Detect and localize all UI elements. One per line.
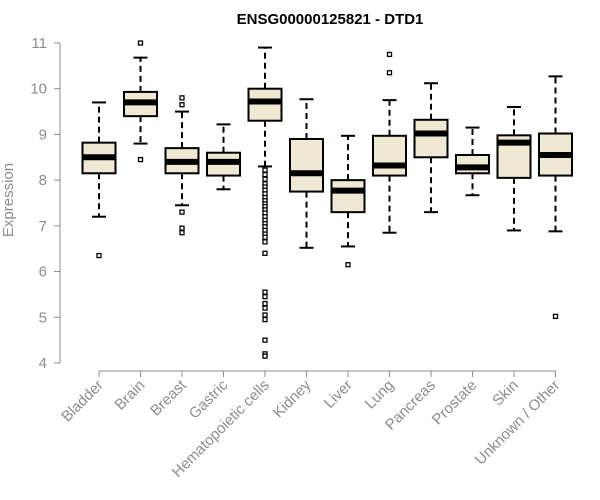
outlier-point [137, 156, 144, 163]
x-tick-label: Lung [362, 377, 398, 413]
box-group [206, 123, 241, 191]
outlier-point [179, 95, 185, 101]
y-tick-label: 8 [39, 172, 47, 189]
y-tick-label: 6 [39, 264, 47, 281]
outlier-point [262, 239, 268, 245]
box-iqr [455, 154, 490, 175]
box-group [247, 46, 283, 359]
x-tick-label: Kidney [270, 376, 315, 421]
box-group [413, 82, 449, 214]
box-group [81, 101, 117, 259]
outlier-point [179, 209, 185, 215]
outlier-point [262, 312, 268, 318]
x-tick-label: Skin [489, 377, 522, 410]
box-group [289, 98, 324, 249]
outlier-point [179, 102, 185, 108]
outlier-point [262, 353, 268, 359]
chart-title: ENSG00000125821 - DTD1 [237, 11, 424, 28]
outlier-point [262, 289, 268, 295]
box-iqr [372, 134, 407, 177]
x-tick-label: Brain [112, 377, 149, 414]
box-iqr [289, 138, 324, 193]
x-tick-label: Breast [147, 376, 190, 419]
box-group [496, 106, 532, 232]
outlier-point [262, 234, 268, 240]
y-tick-label: 9 [39, 126, 47, 143]
box-group [538, 75, 573, 320]
outlier-point [262, 294, 268, 300]
outlier-point [262, 316, 268, 323]
outlier-point [262, 172, 268, 178]
box-group [330, 134, 366, 268]
y-axis-label: Expression [0, 163, 17, 237]
x-tick-label: Prostate [429, 377, 481, 429]
outlier-point [262, 337, 268, 343]
box-group [372, 51, 407, 234]
y-axis: 4 5 6 7 8 9 10 11 [30, 35, 61, 372]
outlier-point [262, 300, 268, 307]
box-group [123, 40, 158, 163]
outlier-point [386, 70, 393, 76]
box-iqr [330, 179, 366, 214]
y-tick-label: 10 [30, 81, 47, 98]
y-tick-label: 11 [31, 35, 47, 52]
outlier-point [552, 313, 559, 320]
outlier-point [262, 305, 268, 311]
y-tick-label: 4 [39, 355, 47, 372]
box-iqr [413, 118, 449, 159]
y-tick-label: 7 [39, 218, 47, 235]
outlier-point [386, 51, 393, 58]
plot-area [81, 40, 573, 359]
outlier-point [179, 230, 185, 236]
outlier-point [137, 40, 144, 46]
outlier-point [96, 252, 102, 259]
box-group [455, 126, 490, 197]
outlier-point [262, 167, 268, 173]
box-iqr [247, 87, 283, 122]
y-tick-label: 5 [39, 309, 47, 326]
box-group [164, 95, 200, 236]
outlier-point [345, 262, 351, 268]
x-tick-label: Liver [321, 377, 356, 412]
outlier-point [262, 250, 268, 256]
outlier-point [262, 176, 268, 182]
x-tick-label: Bladder [58, 377, 107, 426]
outlier-point [179, 225, 185, 231]
